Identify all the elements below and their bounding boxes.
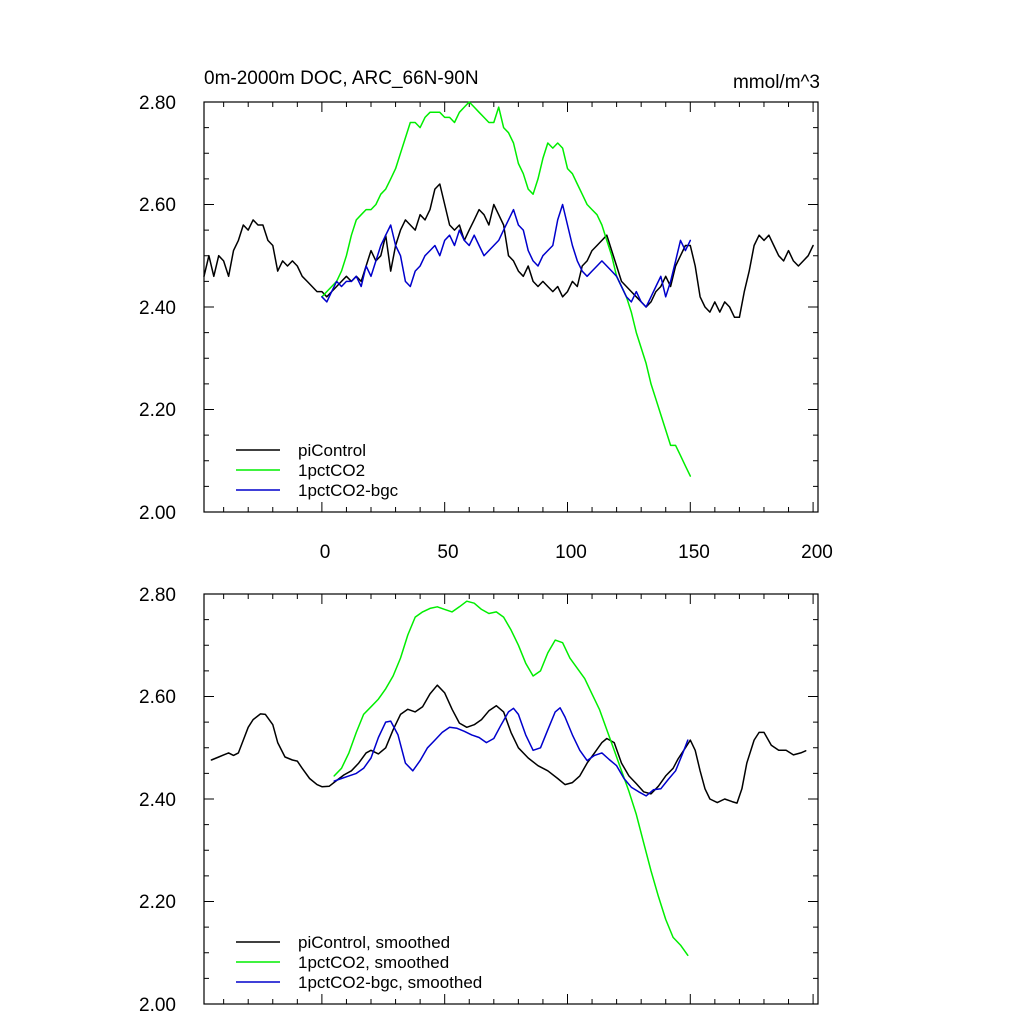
plot-frame [203,101,819,513]
top-chart-panel: 0m-2000m DOC, ARC_66N-90N mmol/m^3 2.80 … [139,68,833,563]
y-axis-tick-labels: 2.80 2.60 2.40 2.20 2.00 [139,93,176,524]
bottom-chart-panel: 2.80 2.60 2.40 2.20 2.00 piControl, smoo… [139,585,819,1016]
axis-ticks [204,593,818,1005]
legend-label: piControl [298,441,366,460]
x-tick-label: 0 [320,542,331,563]
y-tick-label: 2.60 [139,195,176,216]
y-tick-label: 2.60 [139,687,176,708]
y-tick-label: 2.80 [139,585,176,606]
series-lines [210,600,807,957]
legend-label: 1pctCO2-bgc [298,481,399,500]
y-tick-label: 2.00 [139,503,176,524]
x-axis-tick-labels: 0 50 100 150 200 [320,542,833,563]
axis-ticks [204,101,818,513]
legend-label: 1pctCO2-bgc, smoothed [298,973,482,992]
series-line-picontrol-smoothed [210,684,807,804]
units-label: mmol/m^3 [733,72,820,93]
series-lines [203,101,814,477]
series-line-1pctco2-bgc [321,203,692,308]
legend: piControl 1pctCO2 1pctCO2-bgc [236,441,399,500]
chart-title: 0m-2000m DOC, ARC_66N-90N [204,68,479,89]
y-tick-label: 2.20 [139,400,176,421]
x-tick-label: 200 [801,542,833,563]
series-line-1pctco2-bgc-smoothed [333,707,689,797]
x-tick-label: 150 [678,542,710,563]
x-tick-label: 50 [437,542,458,563]
y-axis-tick-labels: 2.80 2.60 2.40 2.20 2.00 [139,585,176,1016]
y-tick-label: 2.40 [139,790,176,811]
series-line-1pctco2-smoothed [333,600,689,957]
legend: piControl, smoothed 1pctCO2, smoothed 1p… [236,933,482,992]
legend-label: 1pctCO2 [298,461,365,480]
series-line-1pctco2 [321,101,692,477]
y-tick-label: 2.40 [139,298,176,319]
y-tick-label: 2.80 [139,93,176,114]
legend-label: 1pctCO2, smoothed [298,953,449,972]
x-tick-label: 100 [555,542,587,563]
legend-label: piControl, smoothed [298,933,450,952]
series-line-picontrol [203,183,814,319]
y-tick-label: 2.20 [139,892,176,913]
y-tick-label: 2.00 [139,995,176,1016]
